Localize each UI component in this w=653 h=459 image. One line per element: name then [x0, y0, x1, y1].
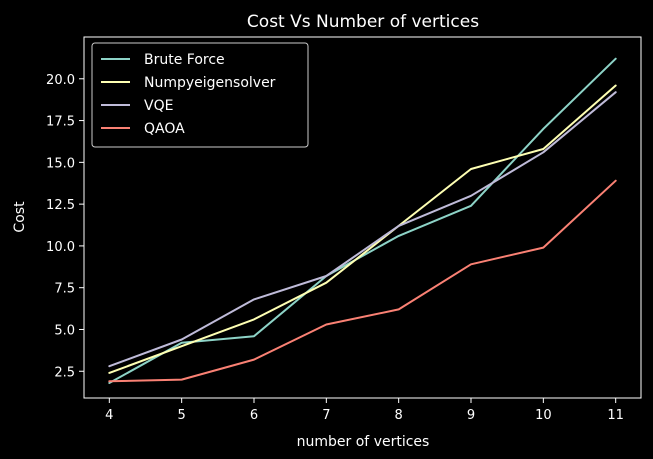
y-tick-label-2: 7.5	[54, 282, 75, 297]
legend-label-0: Brute Force	[144, 52, 225, 68]
axis-ticks: 4 5 6 7 8 9 10 11 2.5 5.0 7.5 10.0 12.5 15.0 17.5 20.0	[46, 73, 624, 423]
series-lines	[108, 57, 617, 384]
x-tick-label-6: 10	[535, 408, 552, 423]
series-line-2	[108, 91, 617, 368]
y-tick-label-3: 10.0	[46, 240, 75, 255]
y-tick-label-6: 17.5	[46, 115, 75, 130]
legend: Brute Force Numpyeigensolver VQE QAOA	[91, 42, 309, 148]
legend-label-2: VQE	[144, 98, 173, 114]
x-tick-label-2: 6	[250, 408, 258, 423]
y-tick-label-0: 2.5	[54, 365, 75, 380]
y-axis-label: Cost	[12, 201, 28, 233]
x-axis-label: number of vertices	[297, 434, 430, 450]
y-tick-label-5: 15.0	[46, 156, 75, 171]
y-tick-label-4: 12.5	[46, 198, 75, 213]
y-tick-label-7: 20.0	[46, 73, 75, 88]
x-tick-label-1: 5	[178, 408, 186, 423]
x-tick-label-7: 11	[607, 408, 624, 423]
x-tick-label-0: 4	[105, 408, 113, 423]
x-tick-label-4: 8	[395, 408, 403, 423]
x-tick-label-3: 7	[322, 408, 330, 423]
series-line-1	[108, 84, 617, 374]
series-line-3	[108, 179, 617, 383]
plot-area-frame	[83, 36, 642, 399]
legend-frame	[91, 42, 309, 148]
chart-title: Cost Vs Number of vertices	[247, 12, 479, 32]
legend-label-3: QAOA	[144, 121, 185, 137]
legend-label-1: Numpyeigensolver	[144, 75, 276, 91]
y-tick-label-1: 5.0	[54, 323, 75, 338]
x-tick-label-5: 9	[467, 408, 475, 423]
